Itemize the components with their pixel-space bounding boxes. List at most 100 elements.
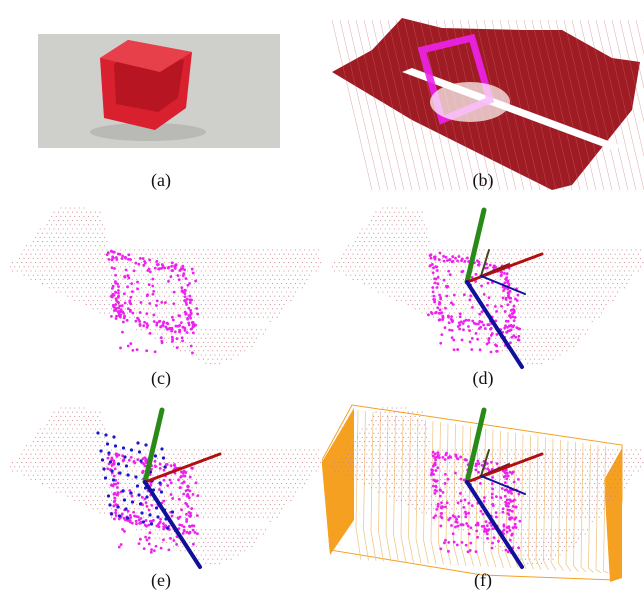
surface-point (182, 253, 184, 255)
surface-point (205, 504, 207, 506)
surface-point (25, 453, 27, 455)
surface-point (85, 453, 87, 455)
surface-point (361, 453, 363, 455)
surface-point (207, 274, 209, 276)
surface-point (483, 299, 485, 301)
surface-point (568, 329, 570, 331)
surface-point (133, 491, 136, 493)
surface-point (426, 245, 428, 247)
surface-point (69, 407, 71, 409)
surface-point (343, 453, 345, 455)
surface-point (163, 329, 165, 331)
surface-point (55, 257, 57, 259)
surface-point (313, 466, 315, 468)
surface-point (248, 299, 251, 301)
surface-point (271, 449, 274, 451)
grasp-point (116, 505, 120, 509)
object-point (445, 294, 449, 298)
surface-point (393, 411, 395, 413)
surface-point (513, 453, 515, 455)
surface-point (529, 316, 531, 318)
surface-point (196, 512, 198, 514)
surface-point (198, 483, 200, 485)
surface-point (488, 308, 490, 310)
object-point (185, 530, 189, 534)
surface-point (262, 449, 264, 451)
surface-point (115, 516, 117, 518)
surface-texture-line (515, 19, 557, 191)
object-point (116, 486, 119, 489)
surface-point (587, 312, 589, 314)
object-point (138, 323, 142, 326)
surface-point (37, 457, 39, 459)
surface-point (225, 283, 228, 285)
surface-point (60, 466, 62, 468)
surface-point (260, 487, 262, 489)
surface-point (202, 449, 205, 451)
object-point (126, 274, 130, 277)
surface-point (465, 249, 467, 251)
surface-point (239, 474, 241, 476)
surface-point (414, 266, 416, 268)
surface-point (193, 299, 195, 301)
surface-point (439, 287, 441, 289)
surface-point (554, 278, 556, 280)
surface-point (407, 436, 409, 438)
surface-point (313, 249, 315, 251)
surface-point (398, 436, 400, 438)
surface-point (370, 428, 372, 430)
surface-point (200, 262, 202, 264)
surface-point (131, 262, 133, 264)
surface-point (69, 224, 71, 226)
surface-point (159, 253, 161, 255)
surface-point (147, 274, 149, 276)
object-point (157, 267, 161, 271)
surface-point (545, 287, 547, 289)
surface-point (182, 462, 184, 464)
surface-point (104, 470, 106, 472)
grasp-point (126, 473, 130, 477)
surface-point (92, 299, 94, 301)
surface-point (166, 316, 168, 318)
surface-point (175, 333, 177, 335)
surface-point (570, 449, 573, 451)
surface-point (246, 462, 248, 464)
surface-point (235, 483, 237, 485)
surface-point (460, 274, 462, 276)
surface-point (163, 253, 165, 255)
surface-point (522, 329, 524, 331)
surface-point (442, 291, 444, 293)
surface-point (205, 287, 207, 289)
object-point (493, 305, 497, 308)
surface-point (435, 253, 437, 255)
surface-point (67, 411, 69, 413)
surface-point (501, 249, 504, 251)
grasp-point (137, 493, 141, 497)
surface-point (285, 299, 287, 301)
surface-point (288, 495, 290, 497)
surface-point (432, 283, 435, 285)
surface-point (166, 533, 168, 535)
surface-point (253, 457, 255, 459)
surface-texture-line (563, 19, 605, 191)
surface-point (214, 554, 216, 556)
surface-point (423, 249, 425, 251)
surface-point (269, 278, 271, 280)
surface-point (81, 462, 83, 464)
surface-point (285, 266, 287, 268)
surface-point (389, 253, 391, 255)
surface-point (104, 228, 106, 230)
surface-point (582, 295, 584, 297)
surface-point (283, 487, 285, 489)
surface-point (416, 245, 418, 247)
surface-point (30, 445, 32, 447)
object-point (151, 284, 155, 288)
surface-point (133, 291, 136, 293)
surface-point (451, 308, 453, 310)
surface-point (603, 274, 605, 276)
surface-point (242, 295, 244, 297)
surface-point (400, 241, 402, 243)
surface-point (361, 245, 363, 247)
surface-point (76, 220, 78, 222)
object-point (517, 338, 521, 342)
